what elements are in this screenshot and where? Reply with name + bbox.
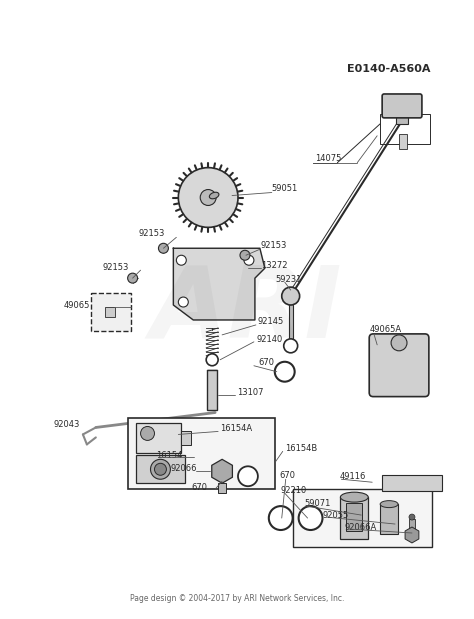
Text: 92145: 92145 bbox=[258, 318, 284, 326]
Circle shape bbox=[155, 463, 166, 475]
Bar bbox=[207, 370, 217, 410]
Text: 92140: 92140 bbox=[257, 335, 283, 344]
Circle shape bbox=[282, 287, 300, 305]
Circle shape bbox=[178, 168, 238, 227]
Text: 92153: 92153 bbox=[138, 229, 165, 238]
Text: 92043: 92043 bbox=[53, 420, 80, 429]
Text: 49065: 49065 bbox=[64, 300, 91, 310]
Bar bbox=[380, 114, 430, 144]
Text: 92210: 92210 bbox=[281, 486, 307, 495]
Bar bbox=[136, 423, 182, 453]
Circle shape bbox=[178, 297, 188, 307]
Text: 16154B: 16154B bbox=[285, 444, 317, 453]
Circle shape bbox=[409, 514, 415, 520]
FancyBboxPatch shape bbox=[382, 94, 422, 118]
Bar bbox=[380, 504, 398, 534]
Text: 16154A: 16154A bbox=[220, 424, 252, 433]
Text: 92153: 92153 bbox=[261, 241, 287, 250]
Circle shape bbox=[176, 255, 186, 265]
Text: 92066: 92066 bbox=[170, 464, 197, 473]
Text: 59071: 59071 bbox=[305, 499, 331, 508]
Ellipse shape bbox=[210, 193, 219, 199]
Text: 92055: 92055 bbox=[322, 511, 349, 519]
Circle shape bbox=[158, 243, 168, 253]
Circle shape bbox=[141, 426, 155, 440]
Circle shape bbox=[244, 255, 254, 265]
Text: 59231: 59231 bbox=[276, 275, 302, 284]
Ellipse shape bbox=[340, 492, 368, 502]
Polygon shape bbox=[173, 248, 265, 320]
Circle shape bbox=[391, 335, 407, 351]
Circle shape bbox=[400, 100, 412, 112]
Text: 13272: 13272 bbox=[261, 261, 287, 270]
Circle shape bbox=[275, 361, 295, 382]
Circle shape bbox=[200, 189, 216, 206]
Text: 13107: 13107 bbox=[237, 388, 264, 397]
Text: 92066A: 92066A bbox=[345, 522, 377, 532]
Bar bbox=[91, 293, 131, 331]
Circle shape bbox=[128, 273, 137, 283]
Bar bbox=[182, 431, 191, 446]
Circle shape bbox=[238, 466, 258, 486]
Text: 49116: 49116 bbox=[339, 472, 366, 481]
Text: 670: 670 bbox=[258, 358, 274, 367]
Bar bbox=[128, 417, 275, 489]
Ellipse shape bbox=[380, 501, 398, 508]
Circle shape bbox=[299, 506, 322, 530]
Text: 16154: 16154 bbox=[156, 451, 183, 460]
Text: ARI: ARI bbox=[151, 261, 342, 358]
Text: E0140-A560A: E0140-A560A bbox=[347, 64, 431, 74]
Circle shape bbox=[206, 354, 218, 366]
Bar bbox=[292, 489, 432, 547]
Circle shape bbox=[151, 459, 170, 479]
Bar bbox=[346, 503, 362, 531]
Text: 670: 670 bbox=[280, 471, 296, 480]
Bar bbox=[409, 519, 415, 539]
Bar bbox=[396, 116, 408, 124]
Bar bbox=[382, 475, 442, 491]
Circle shape bbox=[240, 250, 250, 260]
Circle shape bbox=[269, 506, 292, 530]
Bar bbox=[218, 483, 226, 493]
Text: 670: 670 bbox=[191, 483, 207, 491]
Circle shape bbox=[284, 339, 298, 353]
Text: 49065A: 49065A bbox=[369, 326, 401, 334]
Text: 14075: 14075 bbox=[316, 154, 342, 163]
Text: 59051: 59051 bbox=[272, 184, 298, 193]
Text: 92153: 92153 bbox=[103, 262, 129, 272]
Bar bbox=[136, 456, 185, 483]
Text: Page design © 2004-2017 by ARI Network Services, Inc.: Page design © 2004-2017 by ARI Network S… bbox=[130, 594, 344, 603]
Bar bbox=[340, 497, 368, 539]
Bar bbox=[399, 134, 407, 149]
Bar bbox=[105, 307, 115, 317]
FancyBboxPatch shape bbox=[369, 334, 429, 397]
